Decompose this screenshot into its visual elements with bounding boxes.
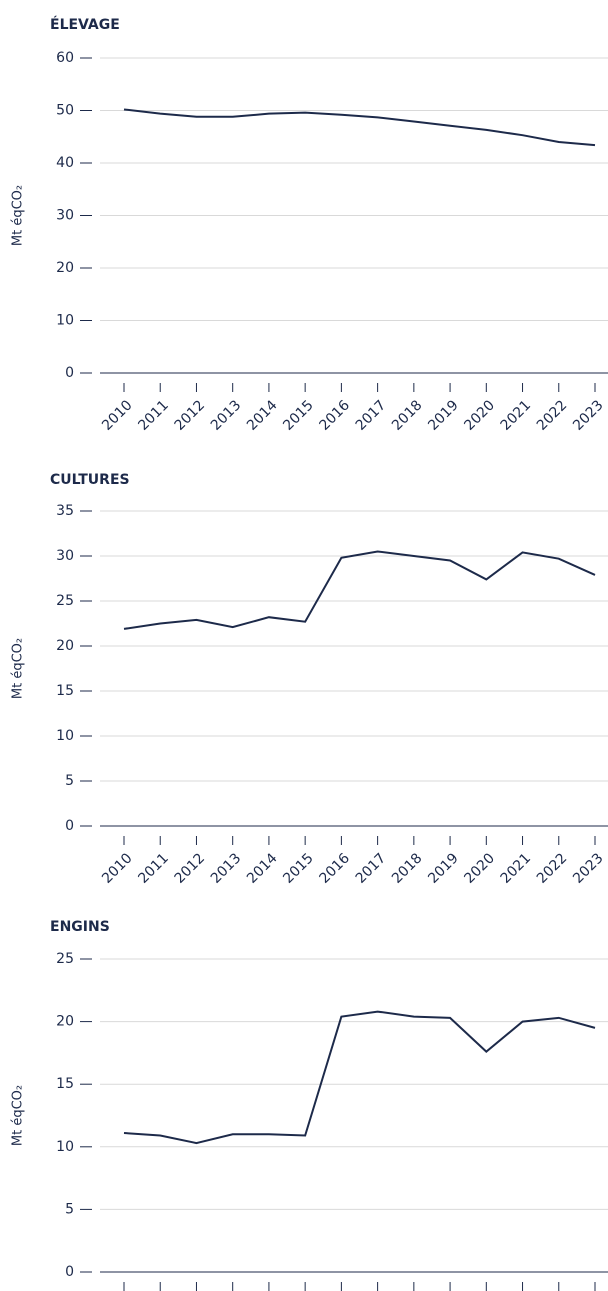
chart-title: CULTURES (50, 472, 130, 488)
y-tick-label: 5 (65, 773, 74, 789)
y-tick-label: 20 (56, 1014, 74, 1030)
y-tick-label: 15 (56, 1076, 74, 1092)
x-tick-label: 2020 (461, 850, 498, 887)
x-tick-label: 2021 (498, 850, 535, 887)
x-tick-label: 2013 (208, 397, 245, 434)
x-tick-label: 2010 (99, 397, 136, 434)
x-tick-label: 2010 (99, 850, 136, 887)
y-tick-label: 25 (56, 593, 74, 609)
y-tick-label: 0 (65, 818, 74, 834)
y-tick-label: 25 (56, 951, 74, 967)
x-tick-label: 2014 (244, 850, 281, 887)
x-tick-label: 2019 (425, 850, 462, 887)
y-tick-label: 20 (56, 638, 74, 654)
y-tick-label: 10 (56, 1139, 74, 1155)
x-tick-label: 2017 (353, 397, 390, 434)
x-tick-label: 2020 (461, 397, 498, 434)
x-tick-label: 2016 (317, 397, 354, 434)
x-tick-label: 2022 (534, 850, 571, 887)
y-axis-label: Mt éqCO₂ (11, 185, 26, 246)
chart-title: ENGINS (50, 919, 110, 935)
y-tick-label: 30 (56, 548, 74, 564)
x-tick-label: 2015 (280, 397, 317, 434)
x-tick-label: 2016 (317, 850, 354, 887)
x-tick-label: 2012 (172, 850, 209, 887)
data-line (123, 108, 596, 147)
y-tick-label: 10 (56, 728, 74, 744)
y-tick-label: 40 (56, 155, 74, 171)
y-tick-label: 0 (65, 365, 74, 381)
x-tick-label: 2015 (280, 850, 317, 887)
y-tick-label: 15 (56, 683, 74, 699)
y-tick-label: 30 (56, 208, 74, 224)
y-tick-label: 50 (56, 103, 74, 119)
x-tick-label: 2011 (135, 397, 172, 434)
chart-title: ÉLEVAGE (50, 16, 120, 33)
y-tick-label: 0 (65, 1264, 74, 1280)
x-tick-label: 2023 (570, 397, 607, 434)
x-tick-label: 2018 (389, 397, 426, 434)
data-line (123, 1010, 596, 1145)
y-axis-label: Mt éqCO₂ (11, 1085, 26, 1146)
y-tick-label: 5 (65, 1201, 74, 1217)
x-tick-label: 2014 (244, 397, 281, 434)
x-tick-label: 2011 (135, 850, 172, 887)
x-tick-label: 2023 (570, 850, 607, 887)
x-tick-label: 2012 (172, 397, 209, 434)
x-tick-label: 2022 (534, 397, 571, 434)
x-tick-label: 2019 (425, 397, 462, 434)
x-tick-label: 2013 (208, 850, 245, 887)
y-tick-label: 35 (56, 503, 74, 519)
data-line (123, 550, 596, 630)
y-axis-label: Mt éqCO₂ (11, 638, 26, 699)
x-tick-label: 2017 (353, 850, 390, 887)
x-tick-label: 2021 (498, 397, 535, 434)
y-tick-label: 60 (56, 50, 74, 66)
y-tick-label: 10 (56, 313, 74, 329)
y-tick-label: 20 (56, 260, 74, 276)
x-tick-label: 2018 (389, 850, 426, 887)
